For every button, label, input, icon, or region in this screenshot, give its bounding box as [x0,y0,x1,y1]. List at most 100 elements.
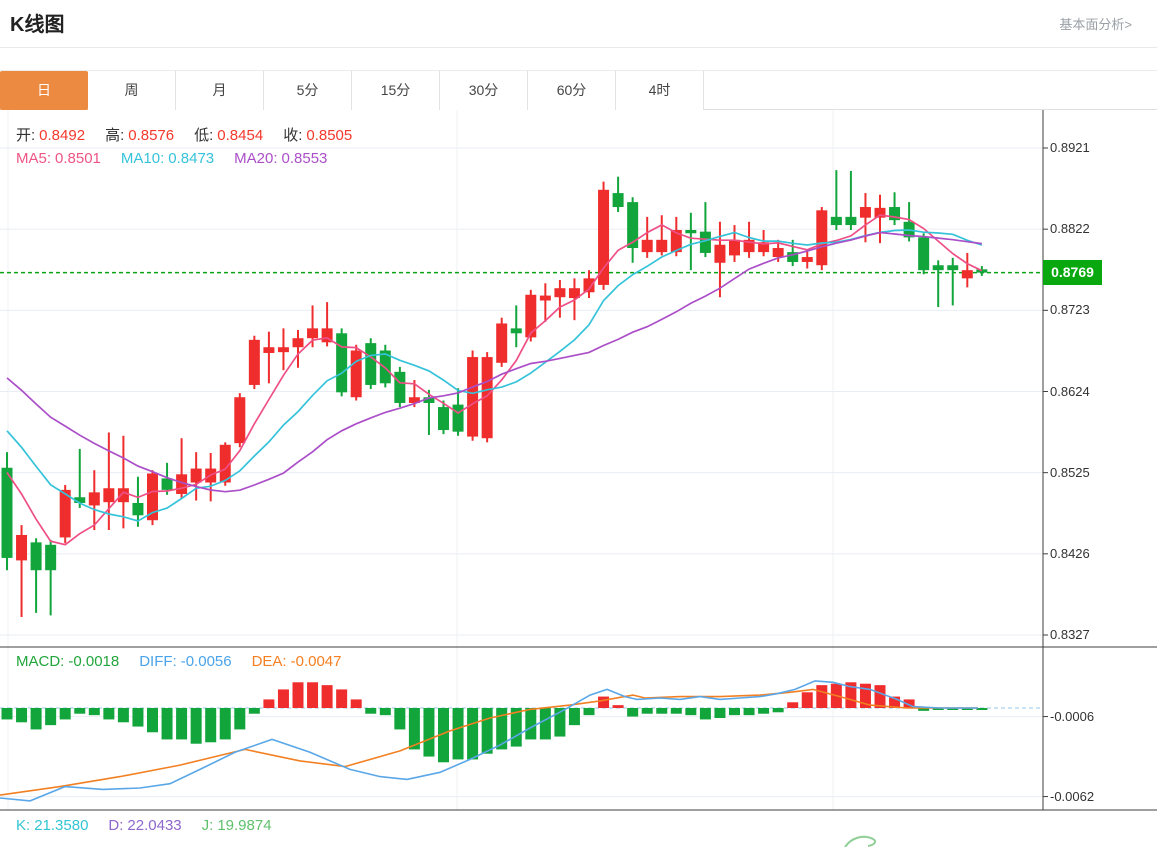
candle-up [234,397,246,444]
legend-label: D: [108,817,124,834]
legend-label: 开: [16,127,36,144]
candle-up [277,347,289,353]
price-axis-label: 0.8921 [1050,140,1090,155]
legend-value: 0.8576 [128,127,175,144]
macd-bar-positive [889,696,901,708]
candle-up [859,207,871,218]
macd-bar-negative [16,708,28,723]
macd-bar-negative [772,708,784,713]
macd-bar-negative [627,708,639,717]
macd-bar-negative [452,708,464,760]
chart-area[interactable]: 开: 0.8492 高: 0.8576 低: 0.8454 收: 0.8505 MA5: 0.8… [0,110,1157,847]
macd-bar-negative [103,708,115,720]
legend-value: 0.8501 [55,150,101,167]
kdj-row-item: K: 21.3580 [16,817,88,834]
candle-up [598,189,610,285]
candle-down [394,371,406,403]
tab-60min[interactable]: 60分 [528,71,616,110]
candle-up [263,347,275,353]
legend-value: 21.3580 [34,817,89,834]
tab-30min[interactable]: 30分 [440,71,528,110]
macd-bar-positive [816,685,828,708]
legend-label: 高: [105,127,125,144]
candle-down [1,467,13,558]
legend-label: MA10: [120,150,165,167]
tab-5min[interactable]: 5分 [264,71,352,110]
fundamental-analysis-link[interactable]: 基本面分析> [1059,17,1132,32]
current-price-tag: 0.8769 [1043,259,1102,285]
legend-value: -0.0056 [180,653,232,670]
ma10-line [6,229,983,522]
macd-bar-negative [714,708,726,718]
legend-label: 收: [283,127,303,144]
price-axis-label: 0.8822 [1050,221,1090,237]
legend-label: DEA: [251,653,287,670]
candle-down [132,503,144,516]
macd-bar-negative [234,708,246,730]
candle-down [161,478,173,490]
candle-up [539,295,551,301]
ma-row-item: MA10: 0.8473 [121,150,214,167]
candle-up [801,257,813,262]
candle-up [292,338,304,348]
macd-bar-positive [845,682,857,708]
kdj-legend: K: 21.3580 D: 22.0433 J: 19.9874 [16,817,292,834]
candle-up [729,239,740,256]
macd-bar-negative [438,708,449,763]
macd-bar-positive [307,682,319,708]
candle-up [525,294,537,338]
macd-bar-negative [219,708,231,740]
candle-up [554,288,566,298]
macd-bar-positive [336,689,348,708]
legend-value: 0.8553 [281,150,328,167]
macd-bar-negative [568,708,580,726]
macd-legend: MACD: -0.0018 DIFF: -0.0056 DEA: -0.0047 [16,653,361,670]
macd-bar-negative [685,708,697,716]
macd-bar-positive [859,683,871,708]
macd-bar-negative [510,708,522,747]
macd-bar-negative [190,708,202,744]
macd-bar-negative [408,708,420,750]
macd-bar-negative [423,708,435,757]
ma20-line [6,231,982,493]
candle-down [45,544,57,571]
candle-down [787,252,799,262]
chart-canvas[interactable] [0,110,1157,847]
macd-bar-positive [801,692,813,708]
legend-value: 0.8473 [168,150,215,167]
macd-bar-negative [758,708,770,714]
candle-up [117,488,129,503]
tab-15min[interactable]: 15分 [352,71,440,110]
tab-4hour[interactable]: 4时 [616,71,704,110]
candle-up [219,444,231,483]
macd-bar-negative [1,708,13,720]
macd-bar-negative [976,708,988,710]
macd-bar-positive [787,702,799,708]
candle-down [932,265,944,271]
macd-row-item: MACD: -0.0018 [16,653,119,670]
legend-label: MA20: [234,150,278,167]
macd-bar-negative [147,708,158,733]
macd-bar-negative [729,708,740,716]
candle-up [467,357,479,437]
tab-week[interactable]: 周 [88,71,176,110]
legend-value: -0.0047 [290,653,342,670]
macd-bar-negative [539,708,551,740]
legend-label: K: [16,817,31,834]
candle-up [481,357,493,439]
kdj-line-sliver [844,835,877,847]
legend-label: DIFF: [139,653,177,670]
macd-bar-negative [59,708,71,720]
tab-month[interactable]: 月 [176,71,264,110]
legend-value: 0.8505 [306,127,353,144]
tab-day[interactable]: 日 [0,71,88,110]
candle-up [496,323,508,363]
price-axis-label: 0.8624 [1050,383,1090,399]
macd-bar-positive [321,685,333,708]
legend-value: 19.9874 [217,817,272,834]
candle-up [714,244,726,263]
legend-value: 0.8492 [39,127,86,144]
macd-bar-negative [205,708,217,743]
legend-label: 低: [194,127,214,144]
